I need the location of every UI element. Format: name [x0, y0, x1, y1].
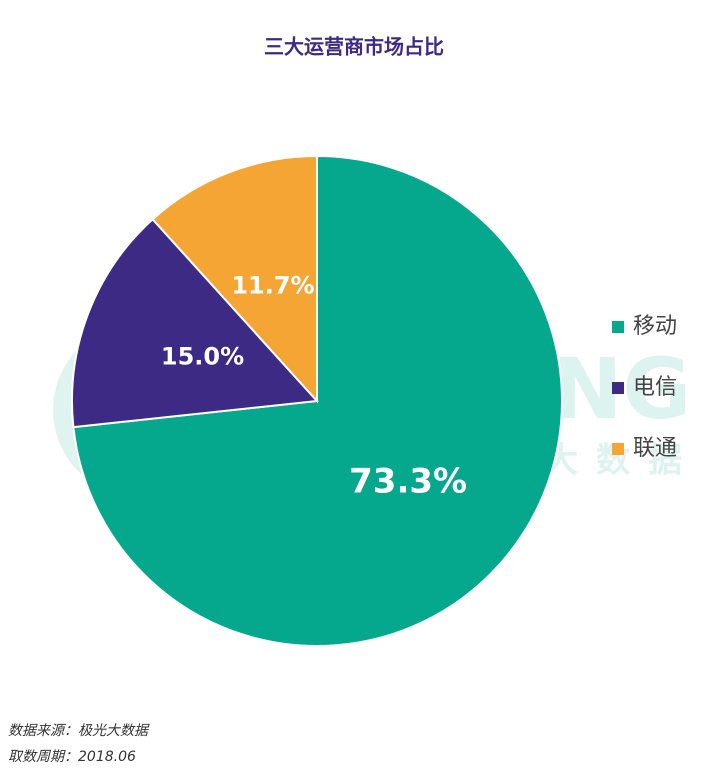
data-label: 73.3% — [349, 461, 467, 501]
pie-slice — [71, 217, 320, 429]
chart-title: 三大运营商市场占比 — [264, 35, 444, 59]
legend-swatch — [612, 443, 624, 455]
period-note: 取数周期：2018.06 — [8, 749, 136, 765]
legend-label: 电信 — [633, 375, 677, 400]
source-note: 数据来源：极光大数据 — [8, 723, 150, 739]
data-label: 15.0% — [161, 342, 244, 370]
legend-swatch — [612, 382, 624, 394]
legend-swatch — [612, 321, 624, 333]
legend-label: 联通 — [633, 436, 677, 461]
legend-label: 移动 — [633, 314, 677, 339]
data-label: 11.7% — [231, 272, 314, 300]
pie: 73.3% 15.0% 11.7% — [71, 154, 563, 647]
pie-slice — [151, 154, 318, 404]
